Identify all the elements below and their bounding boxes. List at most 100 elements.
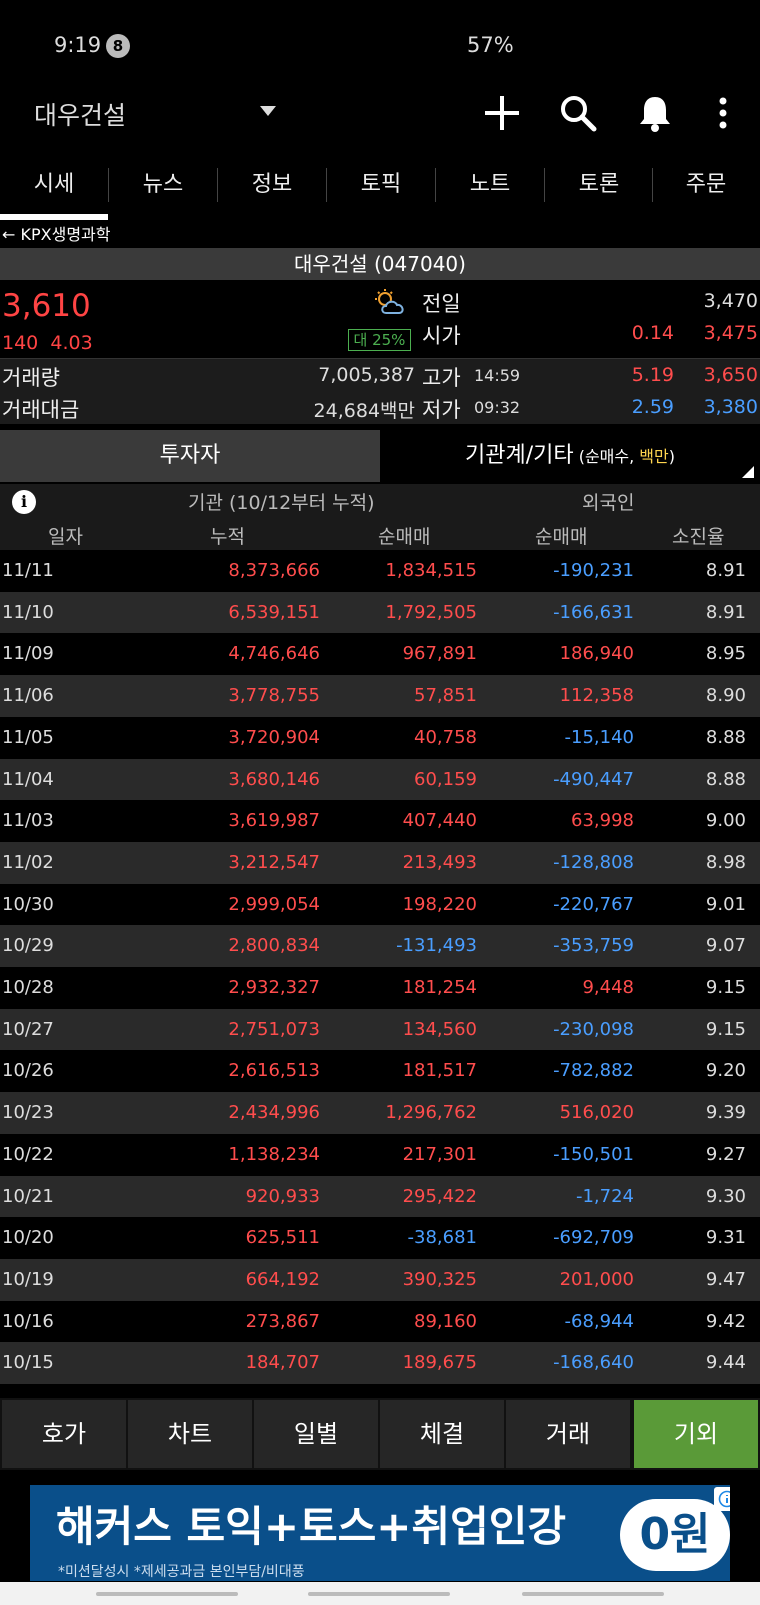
table-row: 11/05 3,720,904 40,758 -15,140 8.88 bbox=[0, 716, 760, 759]
cell-date: 10/23 bbox=[2, 1102, 54, 1124]
table-row: 11/09 4,746,646 967,891 186,940 8.95 bbox=[0, 633, 760, 676]
table-row: 10/19 664,192 390,325 201,000 9.47 bbox=[0, 1258, 760, 1301]
tab-divider bbox=[544, 168, 545, 202]
app-bar: 대우건설 bbox=[0, 82, 760, 144]
high-label: 고가 bbox=[422, 366, 461, 390]
cell-institution-net: 57,851 bbox=[414, 685, 477, 707]
nav-institution-foreign[interactable]: 기외 bbox=[634, 1400, 758, 1468]
tab-investor[interactable]: 투자자 bbox=[0, 430, 380, 482]
tab-주문[interactable]: 주문 bbox=[685, 172, 727, 197]
quote-lower-band bbox=[0, 358, 760, 424]
table-row: 11/06 3,778,755 57,851 112,358 8.90 bbox=[0, 675, 760, 717]
cell-cumulative: 3,778,755 bbox=[228, 685, 320, 707]
tab-divider bbox=[217, 168, 218, 202]
ad-banner[interactable]: 해커스 토익+토스+취업인강 *미션달성시 *제세공과금 본인부담/비대풍 0원 bbox=[30, 1485, 730, 1581]
nav-daily[interactable]: 일별 bbox=[254, 1400, 378, 1468]
cell-date: 10/15 bbox=[2, 1352, 54, 1374]
plus-icon[interactable] bbox=[477, 88, 527, 138]
tab-토론[interactable]: 토론 bbox=[578, 172, 620, 197]
cell-institution-net: 189,675 bbox=[402, 1352, 477, 1374]
table-row: 10/15 184,707 189,675 -168,640 9.44 bbox=[0, 1342, 760, 1384]
cell-date: 10/22 bbox=[2, 1143, 54, 1165]
table-row: 10/28 2,932,327 181,254 9,448 9.15 bbox=[0, 967, 760, 1009]
cell-institution-net: 198,220 bbox=[402, 893, 477, 915]
cell-institution-net: 181,517 bbox=[402, 1060, 477, 1082]
back-to-previous-stock-link[interactable]: ← KPX생명과학 bbox=[2, 225, 111, 244]
cell-cumulative: 4,746,646 bbox=[228, 643, 320, 665]
open-value: 3,475 bbox=[703, 322, 758, 344]
nav-gesture-hint[interactable] bbox=[96, 1592, 238, 1596]
cell-institution-net: 181,254 bbox=[402, 977, 477, 998]
info-icon[interactable]: i bbox=[12, 490, 36, 514]
cell-exhaustion-rate: 9.31 bbox=[705, 1227, 746, 1249]
cell-cumulative: 184,707 bbox=[245, 1352, 320, 1374]
low-label: 저가 bbox=[422, 398, 461, 422]
table-header: i 기관 (10/12부터 누적) 외국인 일자 누적 순매매 순매매 소진율 bbox=[0, 484, 760, 550]
cell-foreign-net: -782,882 bbox=[553, 1060, 634, 1082]
vi-badge: 대 25% bbox=[348, 329, 411, 351]
tab-정보[interactable]: 정보 bbox=[251, 172, 293, 197]
more-icon[interactable] bbox=[698, 88, 748, 138]
cell-foreign-net: 516,020 bbox=[559, 1102, 634, 1124]
cell-cumulative: 8,373,666 bbox=[228, 560, 320, 581]
ad-headline-text: 토익+토스+취업인강 bbox=[171, 1502, 567, 1551]
cell-exhaustion-rate: 9.15 bbox=[705, 1018, 746, 1040]
table-row: 11/03 3,619,987 407,440 63,998 9.00 bbox=[0, 800, 760, 842]
cell-exhaustion-rate: 9.20 bbox=[705, 1060, 746, 1082]
cell-foreign-net: -190,231 bbox=[553, 560, 634, 581]
column-header-foreign-net: 순매매 bbox=[535, 526, 588, 548]
bell-icon[interactable] bbox=[630, 88, 680, 138]
table-row: 11/10 6,539,151 1,792,505 -166,631 8.91 bbox=[0, 591, 760, 634]
column-header-date: 일자 bbox=[48, 526, 83, 548]
ad-brand: 해커스 bbox=[56, 1502, 172, 1551]
cell-date: 10/26 bbox=[2, 1060, 54, 1082]
table-row: 10/23 2,434,996 1,296,762 516,020 9.39 bbox=[0, 1092, 760, 1134]
high-percent: 5.19 bbox=[631, 364, 674, 386]
ad-choices[interactable] bbox=[714, 1487, 730, 1511]
tab-divider bbox=[108, 168, 109, 202]
tab-노트[interactable]: 노트 bbox=[469, 172, 511, 197]
cell-exhaustion-rate: 9.39 bbox=[705, 1102, 746, 1124]
tab-토픽[interactable]: 토픽 bbox=[360, 172, 402, 197]
top-tabs: 시세 뉴스 정보 토픽 노트 토론 주문 bbox=[0, 150, 760, 222]
status-bar: 9:19 8 57% bbox=[0, 0, 760, 90]
table-row: 11/02 3,212,547 213,493 -128,808 8.98 bbox=[0, 841, 760, 884]
cell-exhaustion-rate: 8.91 bbox=[705, 560, 746, 581]
search-icon[interactable] bbox=[553, 88, 603, 138]
cell-date: 11/11 bbox=[2, 560, 54, 581]
cell-foreign-net: -353,759 bbox=[553, 935, 634, 957]
table-row: 11/04 3,680,146 60,159 -490,447 8.88 bbox=[0, 758, 760, 801]
table-row: 10/30 2,999,054 198,220 -220,767 9.01 bbox=[0, 883, 760, 926]
stock-name-selector[interactable]: 대우건설 bbox=[34, 101, 127, 130]
tab-institution-other[interactable]: 기관계/기타 (순매수, 백만) bbox=[380, 430, 760, 482]
battery-level: 57% bbox=[467, 33, 514, 57]
nav-trades[interactable]: 체결 bbox=[380, 1400, 504, 1468]
cell-date: 11/04 bbox=[2, 768, 54, 790]
tab-시세[interactable]: 시세 bbox=[33, 172, 75, 197]
cell-cumulative: 3,720,904 bbox=[228, 726, 320, 748]
cell-institution-net: -38,681 bbox=[407, 1227, 477, 1249]
nav-gesture-hint[interactable] bbox=[308, 1592, 450, 1596]
subtab-right-title: 기관계/기타 bbox=[465, 443, 574, 468]
cell-cumulative: 2,751,073 bbox=[228, 1018, 320, 1040]
cell-foreign-net: 63,998 bbox=[571, 810, 634, 832]
cell-cumulative: 920,933 bbox=[245, 1185, 320, 1207]
nav-chart[interactable]: 차트 bbox=[128, 1400, 252, 1468]
cell-cumulative: 3,680,146 bbox=[228, 768, 320, 790]
column-header-institution-net: 순매매 bbox=[378, 526, 431, 548]
cell-institution-net: 1,834,515 bbox=[385, 560, 477, 581]
cell-exhaustion-rate: 8.88 bbox=[705, 726, 746, 748]
cell-cumulative: 2,932,327 bbox=[228, 977, 320, 998]
cell-date: 11/10 bbox=[2, 601, 54, 623]
cell-institution-net: 217,301 bbox=[402, 1143, 477, 1165]
cell-cumulative: 273,867 bbox=[245, 1310, 320, 1332]
chevron-down-icon[interactable] bbox=[260, 106, 276, 116]
tab-뉴스[interactable]: 뉴스 bbox=[142, 172, 184, 197]
nav-orderbook[interactable]: 호가 bbox=[2, 1400, 126, 1468]
nav-broker[interactable]: 거래 bbox=[506, 1400, 630, 1468]
open-percent: 0.14 bbox=[631, 322, 674, 344]
cell-date: 11/03 bbox=[2, 810, 54, 832]
corner-triangle-icon bbox=[742, 466, 754, 478]
nav-gesture-hint[interactable] bbox=[522, 1592, 664, 1596]
tab-divider bbox=[435, 168, 436, 202]
